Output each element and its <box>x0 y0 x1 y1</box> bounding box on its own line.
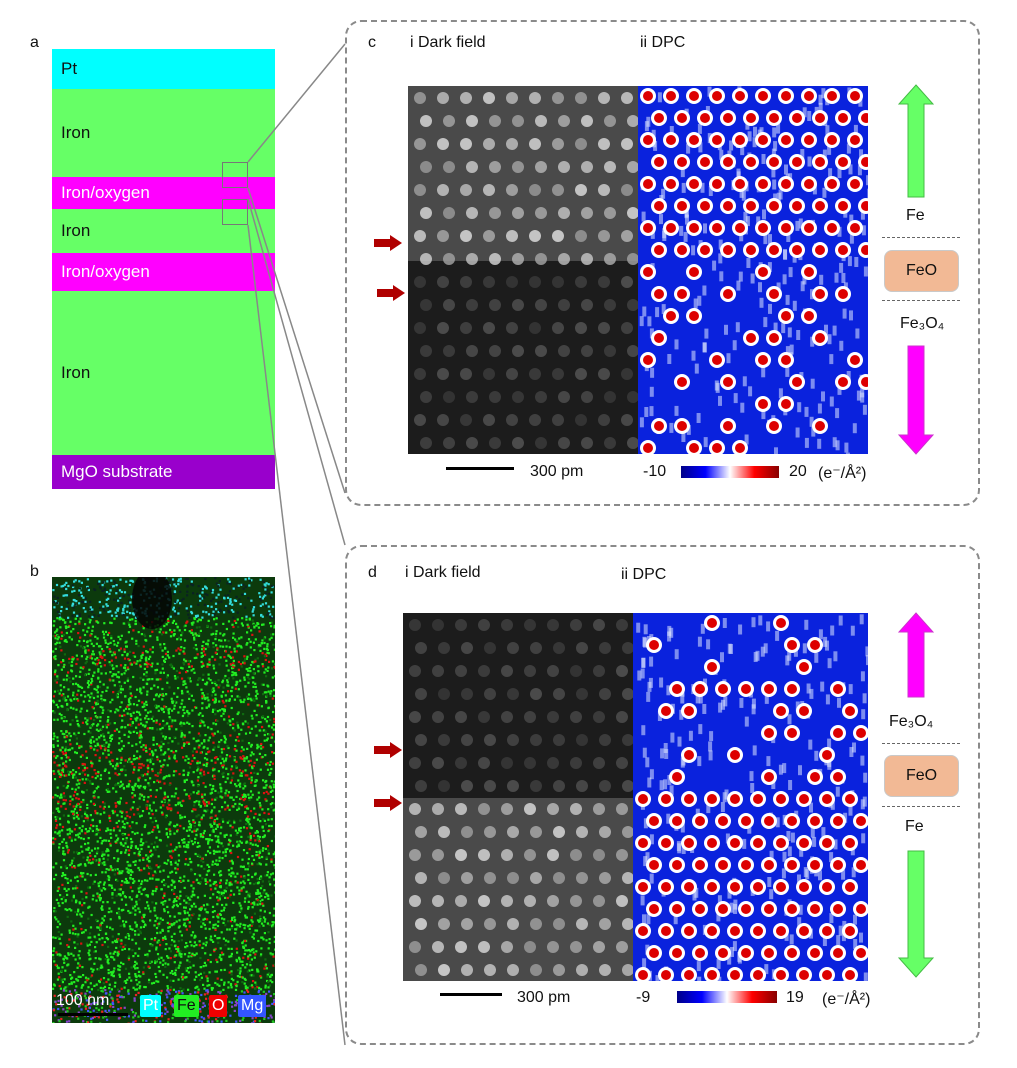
panel-d-label: d <box>368 564 377 581</box>
zoom-box-d <box>222 199 248 225</box>
panel-d-colorbar <box>677 991 777 1003</box>
panel-c-up-arrow <box>898 84 934 198</box>
panel-d-scalebar-label: 300 pm <box>517 989 571 1006</box>
layer-iron-bottom: Iron <box>52 291 275 455</box>
panel-c-label: c <box>368 34 376 51</box>
panel-c-dpc-title: ii DPC <box>640 34 686 51</box>
panel-b-label: b <box>30 563 39 580</box>
panel-c-dpc-image <box>638 86 868 454</box>
panel-c-dash-bottom <box>882 300 960 301</box>
panel-a-label: a <box>30 34 39 51</box>
panel-d-dark-field-image <box>403 613 633 981</box>
panel-d-down-arrow <box>898 850 934 978</box>
legend-mg: Mg <box>238 995 267 1017</box>
panel-c-dash-top <box>882 237 960 238</box>
panel-c-dark-field-image <box>408 86 638 454</box>
layer-mgo-substrate: MgO substrate <box>52 455 275 489</box>
panel-d-dark-field-title: i Dark field <box>405 564 481 581</box>
panel-c-top-label: Fe <box>906 207 925 224</box>
legend-fe: Fe <box>174 995 199 1017</box>
panel-d-bottom-label: Fe <box>905 818 924 835</box>
panel-c-feo-box: FeO <box>884 250 959 292</box>
interface-arrow-d-2 <box>374 795 402 811</box>
panel-d-top-label: Fe₃O₄ <box>889 713 934 730</box>
layer-iron-oxygen-1: Iron/oxygen <box>52 177 275 209</box>
panel-d-feo-box: FeO <box>884 755 959 797</box>
panel-d-dash-bottom <box>882 806 960 807</box>
panel-d-up-arrow <box>898 612 934 698</box>
panel-d-dpc-title: ii DPC <box>621 566 667 583</box>
interface-arrow-c-1 <box>374 235 402 251</box>
panel-c-colorbar-min: -10 <box>643 463 667 480</box>
panel-d-colorbar-max: 19 <box>786 989 804 1006</box>
scalebar-label: 100 nm <box>56 992 110 1009</box>
panel-d-scalebar-line <box>440 993 502 996</box>
panel-c-down-arrow <box>898 345 934 455</box>
legend-o: O <box>209 995 228 1017</box>
interface-arrow-d-1 <box>374 742 402 758</box>
eds-map-image <box>52 577 275 1023</box>
panel-d-dash-top <box>882 743 960 744</box>
panel-c-scalebar-line <box>446 467 514 470</box>
panel-d-dpc-image <box>633 613 868 981</box>
zoom-box-c <box>222 162 248 188</box>
panel-c-bottom-label: Fe₃O₄ <box>900 315 945 332</box>
panel-d-frame <box>345 545 980 1045</box>
panel-d-colorbar-unit: (e⁻/Å²) <box>822 991 871 1008</box>
interface-arrow-c-2 <box>377 285 405 301</box>
panel-c-scalebar-label: 300 pm <box>530 463 584 480</box>
panel-c-colorbar-unit: (e⁻/Å²) <box>818 465 867 482</box>
panel-c-dark-field-title: i Dark field <box>410 34 486 51</box>
panel-d-colorbar-min: -9 <box>636 989 651 1006</box>
panel-c-frame <box>345 20 980 506</box>
scalebar-line <box>58 1013 128 1016</box>
eds-map-overlay: 100 nm Pt Fe O Mg <box>52 988 275 1023</box>
legend-pt: Pt <box>140 995 162 1017</box>
layer-iron-oxygen-2: Iron/oxygen <box>52 253 275 291</box>
layer-pt: Pt <box>52 49 275 89</box>
panel-c-colorbar-max: 20 <box>789 463 807 480</box>
layer-iron-middle: Iron <box>52 209 275 253</box>
panel-c-colorbar <box>681 466 779 478</box>
